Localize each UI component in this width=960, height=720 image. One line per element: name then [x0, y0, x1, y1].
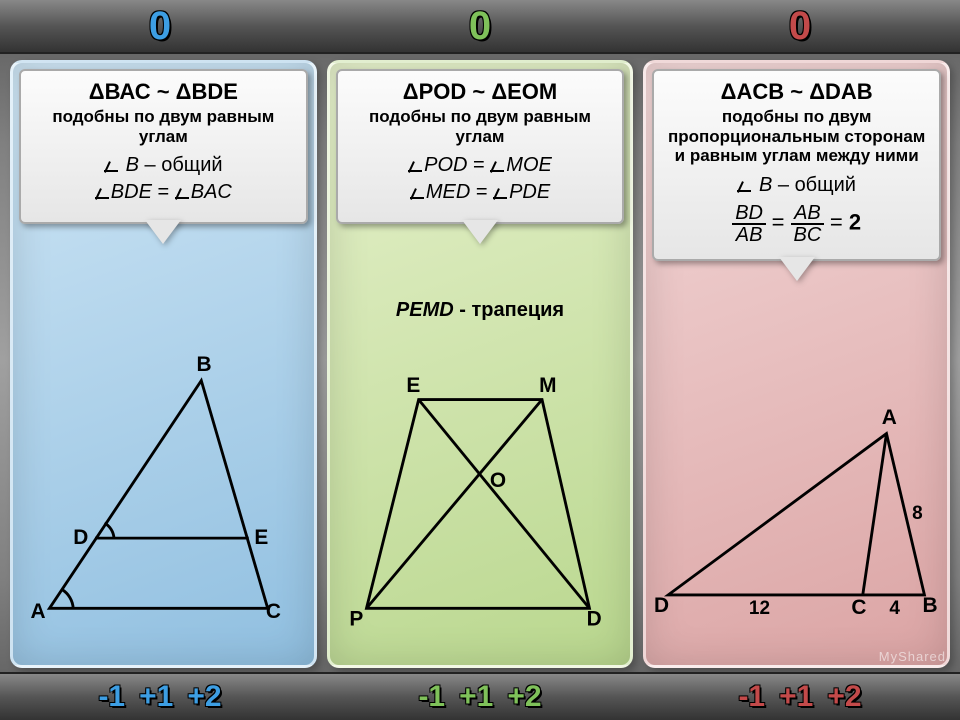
pts-minus1[interactable]: -1 — [418, 680, 445, 714]
math-line-2: BDE = BAC — [31, 181, 296, 204]
pts-plus2[interactable]: +2 — [507, 680, 541, 714]
bottom-bar: -1 +1 +2 -1 +1 +2 -1 +1 +2 — [0, 672, 960, 720]
watermark: MyShared — [879, 649, 946, 664]
svg-text:C: C — [852, 596, 867, 619]
angle-icon — [104, 158, 118, 172]
svg-text:C: C — [266, 600, 281, 623]
score-red: 0 — [789, 4, 811, 49]
svg-text:E: E — [254, 526, 268, 549]
bottom-cell-green: -1 +1 +2 — [320, 674, 640, 720]
angle-icon — [490, 158, 504, 172]
pts-plus1[interactable]: +1 — [139, 680, 173, 714]
bottom-cell-red: -1 +1 +2 — [640, 674, 960, 720]
svg-text:O: O — [489, 469, 505, 492]
diagram-green: PEMD - трапеция P D E M O — [338, 313, 623, 657]
callout-tail-icon — [779, 257, 815, 281]
math-line-2: MED = PDE — [348, 181, 613, 204]
diagram-red: D B C A 12 4 8 — [654, 343, 939, 657]
score-blue: 0 — [149, 4, 171, 49]
callout-sub: подобны по двум равным углам — [31, 107, 296, 146]
callout-sub: подобны по двум пропорциональным сторона… — [664, 107, 929, 166]
pane-red: ΔACB ~ ΔDAB подобны по двум пропорционал… — [643, 60, 950, 668]
score-green: 0 — [469, 4, 491, 49]
diagram-caption: PEMD - трапеция — [338, 299, 623, 322]
angle-icon — [493, 185, 507, 199]
svg-text:P: P — [349, 607, 363, 630]
angle-icon — [410, 185, 424, 199]
svg-text:4: 4 — [890, 598, 901, 619]
angle-icon — [737, 178, 751, 192]
bottom-cell-blue: -1 +1 +2 — [0, 674, 320, 720]
fraction-1: BD AB — [732, 203, 766, 245]
callout-title: ΔACB ~ ΔDAB — [664, 79, 929, 105]
svg-text:12: 12 — [749, 598, 770, 619]
diagram-blue: A C B D E — [21, 313, 306, 657]
math-line-1: POD = MOE — [348, 154, 613, 177]
callout-green: ΔPOD ~ ΔEOM подобны по двум равным углам… — [336, 69, 625, 224]
fraction-2: AB BC — [791, 203, 825, 245]
svg-text:8: 8 — [912, 503, 923, 524]
angle-icon — [175, 185, 189, 199]
svg-text:D: D — [73, 526, 88, 549]
pts-plus2[interactable]: +2 — [187, 680, 221, 714]
trapezoid-svg: P D E M O — [338, 313, 623, 657]
angle-icon — [408, 158, 422, 172]
top-score-bar: 0 0 0 — [0, 0, 960, 54]
math-line-1: B – общий — [664, 174, 929, 197]
svg-text:D: D — [654, 594, 669, 617]
svg-text:B: B — [197, 353, 212, 376]
svg-text:A: A — [882, 406, 897, 429]
svg-text:D: D — [586, 607, 601, 630]
math-line-2: BD AB = AB BC = 2 — [664, 203, 929, 245]
callout-red: ΔACB ~ ΔDAB подобны по двум пропорционал… — [652, 69, 941, 261]
pane-green: ΔPOD ~ ΔEOM подобны по двум равным углам… — [327, 60, 634, 668]
callout-tail-icon — [462, 220, 498, 244]
stage: ΔВАС ~ ΔBDE подобны по двум равным углам… — [10, 60, 950, 668]
callout-title: ΔВАС ~ ΔBDE — [31, 79, 296, 105]
callout-title: ΔPOD ~ ΔEOM — [348, 79, 613, 105]
angle-icon — [95, 185, 109, 199]
pts-plus1[interactable]: +1 — [459, 680, 493, 714]
svg-text:B: B — [923, 594, 938, 617]
svg-text:E: E — [406, 374, 420, 397]
pts-plus2[interactable]: +2 — [827, 680, 861, 714]
svg-text:A: A — [30, 600, 45, 623]
pane-blue: ΔВАС ~ ΔBDE подобны по двум равным углам… — [10, 60, 317, 668]
callout-tail-icon — [145, 220, 181, 244]
triangle-cevian-svg: D B C A 12 4 8 — [654, 343, 939, 657]
triangle-svg: A C B D E — [21, 313, 306, 657]
pts-minus1[interactable]: -1 — [98, 680, 125, 714]
svg-text:M: M — [539, 374, 556, 397]
math-line-1: B – общий — [31, 154, 296, 177]
pts-plus1[interactable]: +1 — [779, 680, 813, 714]
callout-sub: подобны по двум равным углам — [348, 107, 613, 146]
callout-blue: ΔВАС ~ ΔBDE подобны по двум равным углам… — [19, 69, 308, 224]
pts-minus1[interactable]: -1 — [738, 680, 765, 714]
